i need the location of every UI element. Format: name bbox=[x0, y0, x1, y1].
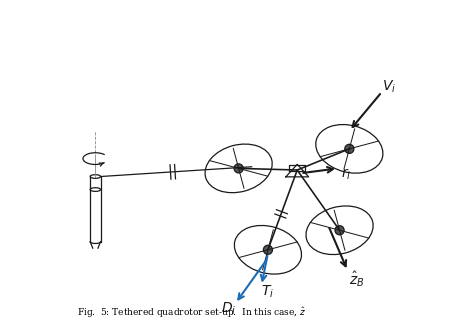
Text: Fig.  5: Tethered quadrotor set-up.  In this case, $\hat{z}$: Fig. 5: Tethered quadrotor set-up. In th… bbox=[77, 306, 307, 320]
Circle shape bbox=[335, 226, 344, 235]
Text: $T_i$: $T_i$ bbox=[261, 284, 274, 300]
Text: $\hat{z}_B$: $\hat{z}_B$ bbox=[349, 269, 365, 289]
Text: $V_i$: $V_i$ bbox=[382, 79, 396, 95]
Circle shape bbox=[345, 144, 354, 153]
Circle shape bbox=[264, 245, 273, 254]
Text: $D_i$: $D_i$ bbox=[221, 300, 237, 317]
Circle shape bbox=[234, 164, 243, 173]
Text: $r_i$: $r_i$ bbox=[341, 166, 351, 181]
